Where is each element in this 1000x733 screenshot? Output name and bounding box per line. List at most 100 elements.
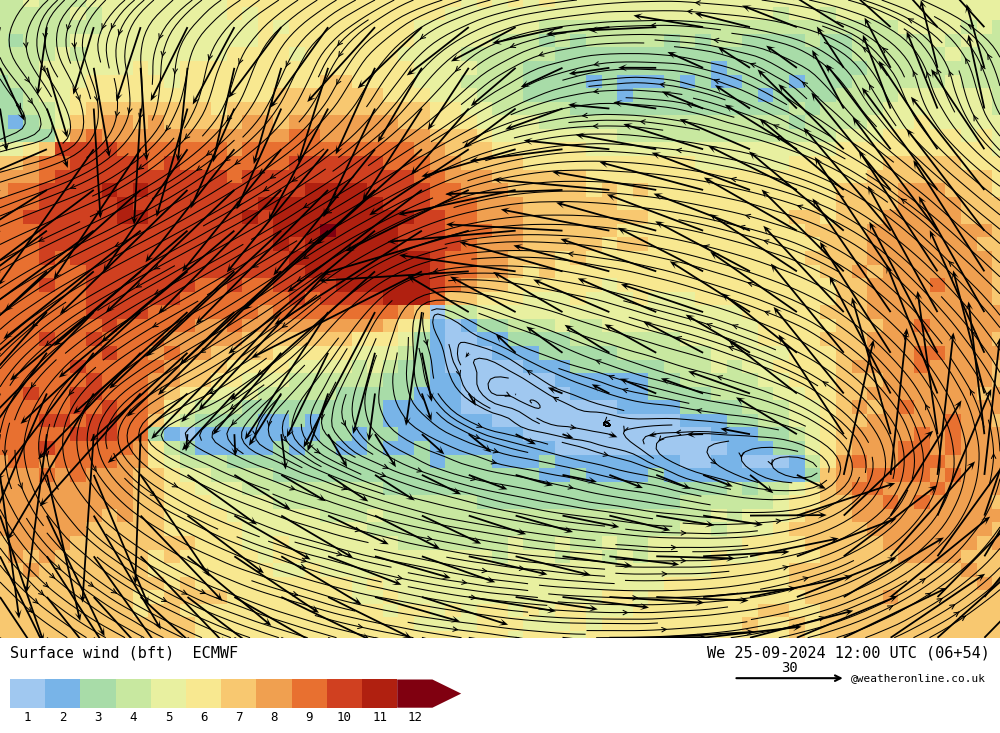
- FancyArrowPatch shape: [166, 125, 171, 130]
- FancyArrowPatch shape: [739, 452, 743, 457]
- FancyArrowPatch shape: [624, 426, 628, 431]
- FancyArrowPatch shape: [43, 582, 48, 587]
- FancyArrowPatch shape: [471, 595, 476, 600]
- FancyArrowPatch shape: [309, 239, 314, 243]
- FancyArrowPatch shape: [539, 52, 544, 56]
- FancyArrowPatch shape: [320, 414, 324, 420]
- FancyArrowPatch shape: [200, 348, 206, 353]
- FancyArrowPatch shape: [286, 61, 290, 67]
- FancyArrowPatch shape: [949, 261, 954, 266]
- FancyArrowPatch shape: [41, 66, 45, 72]
- FancyArrowPatch shape: [960, 616, 965, 621]
- FancyArrowPatch shape: [925, 404, 930, 410]
- Bar: [10, 679, 45, 708]
- FancyArrowPatch shape: [974, 115, 978, 121]
- FancyArrowPatch shape: [751, 63, 756, 67]
- FancyArrowPatch shape: [594, 89, 599, 93]
- FancyArrowPatch shape: [714, 79, 719, 84]
- FancyArrowPatch shape: [282, 323, 287, 328]
- FancyArrowPatch shape: [987, 54, 992, 59]
- FancyArrowPatch shape: [88, 582, 94, 586]
- Text: 2: 2: [59, 711, 67, 724]
- FancyArrowPatch shape: [420, 34, 426, 39]
- FancyArrowPatch shape: [696, 1, 700, 5]
- Text: 1: 1: [24, 711, 31, 724]
- FancyArrowPatch shape: [505, 392, 510, 397]
- FancyArrowPatch shape: [681, 559, 685, 563]
- FancyArrowPatch shape: [456, 370, 461, 376]
- FancyArrowPatch shape: [336, 79, 341, 85]
- FancyArrowPatch shape: [768, 460, 772, 465]
- Text: @weatheronline.co.uk: @weatheronline.co.uk: [851, 673, 986, 683]
- FancyArrowPatch shape: [662, 627, 666, 632]
- FancyArrowPatch shape: [455, 66, 460, 71]
- Text: 10: 10: [337, 711, 352, 724]
- FancyArrowPatch shape: [282, 436, 287, 442]
- FancyArrowPatch shape: [397, 575, 402, 580]
- FancyArrowPatch shape: [609, 375, 614, 380]
- FancyArrowPatch shape: [901, 199, 907, 204]
- FancyArrowPatch shape: [155, 290, 160, 294]
- FancyArrowPatch shape: [731, 177, 736, 182]
- Text: We 25-09-2024 12:00 UTC (06+54): We 25-09-2024 12:00 UTC (06+54): [707, 645, 990, 660]
- FancyArrowPatch shape: [115, 111, 120, 117]
- FancyArrowPatch shape: [33, 599, 38, 603]
- FancyArrowPatch shape: [798, 205, 803, 209]
- Text: 11: 11: [372, 711, 387, 724]
- FancyArrowPatch shape: [172, 483, 177, 487]
- FancyArrowPatch shape: [711, 459, 716, 464]
- FancyArrowPatch shape: [333, 194, 338, 198]
- FancyArrowPatch shape: [740, 225, 745, 229]
- Bar: [256, 679, 292, 708]
- FancyArrowPatch shape: [802, 82, 808, 86]
- FancyArrowPatch shape: [66, 25, 71, 30]
- FancyArrowPatch shape: [301, 558, 306, 562]
- Text: 9: 9: [305, 711, 313, 724]
- Bar: [292, 679, 327, 708]
- FancyArrowPatch shape: [491, 460, 496, 464]
- FancyArrowPatch shape: [270, 174, 276, 178]
- FancyArrowPatch shape: [3, 450, 7, 456]
- FancyArrowPatch shape: [338, 51, 343, 57]
- FancyArrowPatch shape: [887, 606, 893, 610]
- FancyArrowPatch shape: [633, 596, 637, 600]
- FancyArrowPatch shape: [292, 177, 297, 181]
- FancyArrowPatch shape: [903, 335, 908, 340]
- FancyArrowPatch shape: [31, 383, 36, 388]
- FancyArrowPatch shape: [115, 243, 120, 246]
- Bar: [80, 679, 116, 708]
- FancyArrowPatch shape: [337, 551, 342, 556]
- FancyArrowPatch shape: [908, 19, 914, 23]
- FancyArrowPatch shape: [883, 48, 888, 53]
- FancyArrowPatch shape: [342, 486, 347, 490]
- FancyArrowPatch shape: [660, 83, 665, 87]
- FancyArrowPatch shape: [462, 580, 466, 584]
- FancyArrowPatch shape: [568, 485, 573, 489]
- FancyArrowPatch shape: [27, 608, 32, 612]
- FancyArrowPatch shape: [477, 423, 482, 427]
- FancyArrowPatch shape: [46, 341, 51, 346]
- FancyArrowPatch shape: [519, 566, 524, 570]
- FancyArrowPatch shape: [733, 325, 738, 329]
- Text: 8: 8: [270, 711, 278, 724]
- FancyArrowPatch shape: [173, 68, 177, 74]
- FancyArrowPatch shape: [925, 593, 931, 597]
- FancyArrowPatch shape: [71, 185, 76, 188]
- FancyArrowPatch shape: [434, 269, 439, 273]
- Text: Surface wind (bft)  ECMWF: Surface wind (bft) ECMWF: [10, 645, 238, 660]
- FancyArrowPatch shape: [826, 66, 831, 71]
- FancyArrowPatch shape: [707, 323, 712, 328]
- FancyArrowPatch shape: [453, 627, 457, 631]
- FancyArrowPatch shape: [207, 150, 212, 155]
- FancyArrowPatch shape: [72, 43, 76, 48]
- FancyArrowPatch shape: [225, 156, 230, 161]
- FancyArrowPatch shape: [139, 113, 143, 119]
- FancyArrowPatch shape: [764, 240, 769, 244]
- FancyArrowPatch shape: [43, 33, 47, 39]
- FancyArrowPatch shape: [729, 347, 734, 350]
- Text: 4: 4: [129, 711, 137, 724]
- FancyArrowPatch shape: [128, 108, 132, 114]
- FancyArrowPatch shape: [232, 420, 237, 425]
- FancyArrowPatch shape: [182, 590, 187, 594]
- FancyArrowPatch shape: [95, 96, 99, 102]
